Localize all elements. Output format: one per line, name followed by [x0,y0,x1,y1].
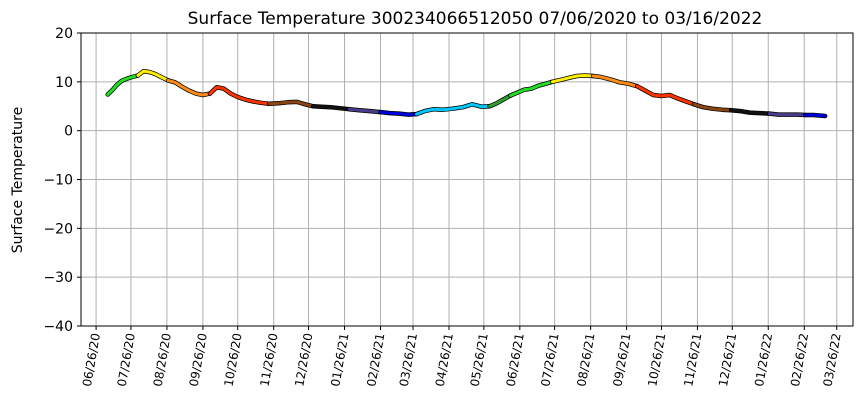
x-tick-label: 08/26/20 [151,332,174,388]
y-axis-ticks: −40 −30 −20 −10 0 10 20 [43,26,81,335]
x-tick-label: 12/26/21 [716,332,739,388]
x-tick-label: 11/26/21 [681,332,704,388]
x-tick-label: 03/26/21 [397,332,420,388]
x-tick-label: 02/26/21 [364,332,387,388]
series-line-2 [166,78,212,97]
series-line-11 [550,74,595,84]
x-tick-label: 10/26/20 [222,332,245,388]
series-line-10 [509,80,554,97]
x-tick-label: 03/26/22 [821,332,844,388]
series-line-9 [488,94,512,108]
series-line-1 [136,69,170,82]
y-tick-label: 10 [55,75,73,91]
x-tick-label: 11/26/20 [258,332,281,388]
series-line-15 [729,108,771,116]
y-axis-label: Surface Temperature [10,107,26,253]
y-tick-label: −30 [43,270,73,286]
x-tick-label: 06/26/20 [80,332,103,388]
chart-title: Surface Temperature 300234066512050 07/0… [188,9,763,29]
series-line-17 [803,113,827,118]
x-tick-label: 04/26/21 [433,332,456,388]
series-line-7 [379,110,418,117]
x-tick-label: 09/26/21 [610,332,633,388]
x-tick-label: 10/26/21 [645,332,668,388]
grid-lines [81,32,853,327]
x-tick-label: 01/26/22 [752,332,775,388]
x-tick-label: 09/26/20 [187,332,210,388]
series-line-12 [591,74,639,88]
series-line-16 [767,112,807,117]
y-tick-label: −20 [43,221,73,237]
x-tick-label: 12/26/20 [292,332,315,388]
x-tick-label: 07/26/21 [538,332,561,388]
series-line-13 [635,84,696,106]
x-tick-label: 01/26/21 [328,332,351,388]
series-line-4 [267,100,315,108]
x-tick-label: 06/26/21 [504,332,527,388]
series-line-6 [347,107,382,114]
series-line-5 [311,104,351,111]
x-tick-label: 07/26/20 [115,332,138,388]
x-tick-label: 02/26/22 [788,332,811,388]
series-line-0 [106,74,140,96]
y-tick-label: −40 [43,319,73,335]
y-tick-label: 20 [55,26,73,42]
series-line-14 [692,102,733,112]
series-line-8 [415,102,492,116]
series-line-3 [208,85,271,106]
y-tick-label: −10 [43,173,73,189]
data-series [105,68,828,119]
x-tick-label: 08/26/21 [574,332,597,388]
y-tick-label: 0 [64,124,73,140]
x-tick-label: 05/26/21 [468,332,491,388]
x-axis-ticks: 06/26/20 07/26/20 08/26/20 09/26/20 10/26/20… [80,326,844,388]
